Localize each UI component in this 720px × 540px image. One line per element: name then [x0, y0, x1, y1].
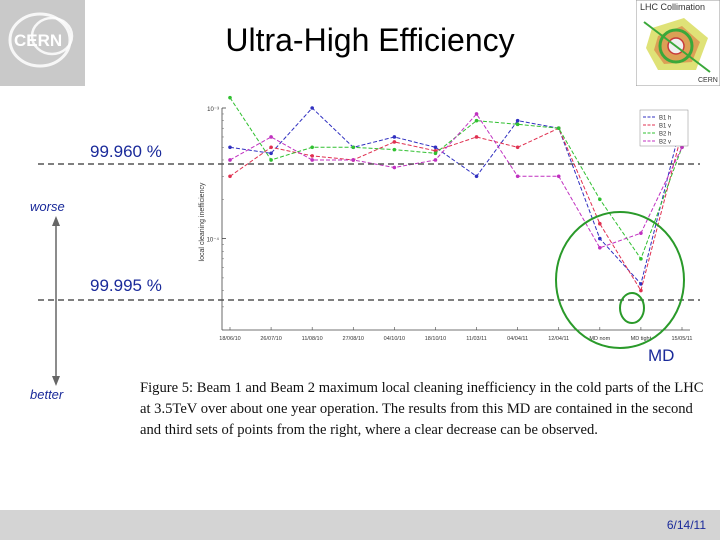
data-point — [598, 246, 602, 250]
x-tick-label: 18/10/10 — [425, 336, 446, 342]
plot-panel — [212, 104, 697, 332]
x-tick-label: 18/06/10 — [219, 336, 240, 342]
data-point — [433, 149, 438, 153]
data-point — [228, 174, 232, 179]
x-tick-label: MD nom — [589, 336, 610, 342]
data-point — [556, 126, 561, 131]
x-tick-label: 15/05/11 — [671, 336, 692, 342]
data-point — [392, 147, 397, 152]
data-point — [392, 135, 397, 139]
data-point — [269, 158, 273, 162]
data-point — [515, 174, 520, 179]
data-point — [433, 145, 438, 150]
slide-header: CERN Ultra-High Efficiency LHC Collimati… — [0, 0, 720, 87]
inefficiency-plot: B1 h B1 v B2 h B2 v 10⁻³ 10⁻⁴ 18/06/10 26/07/1… — [38, 95, 700, 386]
y-tick-label: 10⁻⁴ — [207, 237, 220, 244]
data-point — [639, 231, 643, 235]
data-point — [474, 118, 479, 123]
data-point — [433, 151, 438, 156]
cern-logo: CERN — [0, 0, 85, 86]
level-label-99995: 99.995 % — [90, 276, 162, 295]
cern-logo-graphic: CERN — [8, 12, 74, 68]
x-tick-label: 11/03/11 — [466, 336, 487, 342]
data-point — [474, 135, 479, 139]
legend-label: B2 v — [659, 140, 671, 146]
data-point — [598, 236, 602, 241]
plot-axes — [221, 107, 690, 331]
data-point — [639, 257, 643, 261]
series-line-b2-v — [229, 113, 683, 249]
data-point — [515, 145, 520, 150]
data-point — [228, 158, 232, 162]
data-point — [269, 135, 273, 139]
worse-label: worse — [30, 199, 65, 214]
md-label: MD — [648, 346, 675, 365]
data-point — [310, 106, 314, 110]
data-point — [639, 282, 643, 286]
x-tick-label: 04/04/11 — [507, 336, 528, 342]
plot-legend: B1 h B1 v B2 h B2 v — [639, 109, 689, 147]
data-point — [556, 174, 561, 179]
data-point — [310, 145, 314, 150]
lhc-logo-text: LHC Collimation — [640, 2, 705, 12]
data-point — [269, 151, 273, 156]
data-point — [474, 174, 479, 179]
data-point — [228, 95, 232, 100]
arrow-down-icon — [52, 376, 60, 386]
legend-label: B1 v — [659, 124, 671, 130]
legend-box — [639, 109, 689, 147]
lhc-collimation-logo: LHC Collimation CERN — [635, 0, 720, 87]
data-point — [598, 221, 602, 226]
lhc-logo-graphic: LHC Collimation CERN — [635, 0, 720, 87]
y-tick-label: 10⁻³ — [207, 107, 219, 113]
data-point — [269, 145, 273, 150]
figure-caption: Figure 5: Beam 1 and Beam 2 maximum loca… — [140, 380, 704, 438]
legend-label: B2 h — [659, 132, 671, 138]
lhc-logo-sub: CERN — [698, 77, 718, 84]
data-point — [392, 140, 397, 144]
data-point — [474, 112, 479, 116]
md-highlight-circle — [555, 211, 685, 349]
x-tick-label: 04/10/10 — [384, 336, 405, 342]
data-point — [228, 145, 232, 150]
data-point — [351, 145, 356, 150]
data-point — [515, 118, 520, 123]
plot-tick-labels: 10⁻³ 10⁻⁴ 18/06/10 26/07/10 11/08/10 27/08/10… — [207, 107, 693, 342]
better-label: better — [30, 387, 64, 402]
x-tick-label: 12/04/11 — [548, 336, 569, 342]
plot-series — [228, 95, 684, 293]
series-line-b1-v — [229, 127, 683, 292]
data-point — [433, 158, 438, 162]
x-tick-label: 26/07/10 — [260, 336, 281, 342]
data-point — [598, 197, 602, 202]
legend-label: B1 h — [659, 116, 671, 122]
y-axis-label: local cleaning inefficiency — [199, 182, 206, 261]
slide-title: Ultra-High Efficiency — [225, 22, 515, 58]
series-line-b1-h — [229, 107, 683, 285]
data-point — [515, 122, 520, 127]
x-tick-label: 11/08/10 — [302, 336, 323, 342]
data-point — [310, 158, 314, 162]
level-label-99960: 99.960 % — [90, 142, 162, 161]
slide-date: 6/14/11 — [666, 518, 706, 532]
x-tick-label: MD tight — [631, 336, 652, 342]
slide-footer: 6/14/11 — [0, 510, 720, 540]
data-point — [639, 288, 643, 293]
data-point — [310, 154, 314, 158]
arrow-up-icon — [52, 216, 60, 226]
md-tight-highlight-circle — [619, 292, 645, 324]
cern-logo-text: CERN — [14, 31, 62, 50]
data-point — [351, 158, 356, 162]
data-point — [392, 165, 397, 170]
data-point — [680, 145, 684, 150]
x-tick-label: 27/08/10 — [343, 336, 364, 342]
